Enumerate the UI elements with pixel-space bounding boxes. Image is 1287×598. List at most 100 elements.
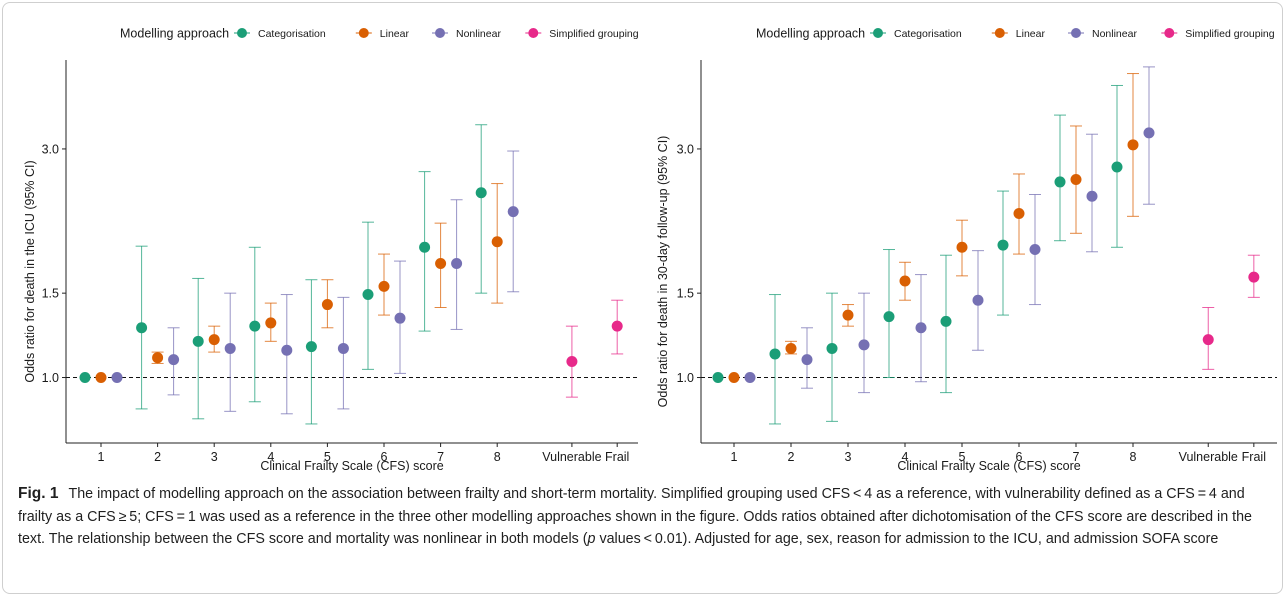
data-point: [1086, 190, 1098, 202]
legend-title: Modelling approach: [756, 27, 865, 41]
data-point: [378, 280, 390, 292]
x-tick-label: 3: [211, 450, 218, 464]
x-axis-label: Clinical Frailty Scale (CFS) score: [260, 459, 443, 473]
data-point: [305, 341, 317, 353]
legend-key-dot: [873, 28, 883, 38]
data-point: [95, 372, 107, 384]
legend-key-dot: [994, 28, 1005, 38]
series-simplified-grouping: [1202, 254, 1260, 370]
data-point: [899, 275, 911, 287]
data-point: [883, 311, 895, 323]
data-point: [785, 342, 797, 354]
data-point: [419, 241, 431, 253]
data-point: [265, 317, 277, 329]
data-point: [826, 342, 838, 354]
caption-text-2: values < 0.01). Adjusted for age, sex, r…: [595, 531, 1219, 547]
data-point: [1054, 176, 1066, 188]
x-tick-label: 8: [1130, 450, 1137, 464]
data-point: [362, 289, 374, 301]
legend-label: Categorisation: [894, 28, 962, 40]
data-point: [136, 322, 148, 334]
series-categorisation: [79, 124, 488, 425]
x-tick-label: 2: [154, 450, 161, 464]
series-simplified-grouping: [565, 299, 624, 398]
x-tick-label: Vulnerable: [542, 450, 601, 464]
data-point: [111, 372, 123, 384]
series-linear: [728, 73, 1139, 384]
x-tick-label: Vulnerable: [1179, 450, 1238, 464]
legend-label: Nonlinear: [456, 28, 501, 40]
x-tick-label: 1: [731, 450, 738, 464]
x-tick-label: Frail: [605, 450, 629, 464]
data-point: [152, 352, 164, 364]
x-tick-label: Frail: [1242, 450, 1266, 464]
data-point: [1111, 161, 1123, 173]
data-point: [249, 320, 261, 332]
legend-item: Linear: [991, 28, 1046, 40]
data-point: [1070, 174, 1082, 186]
y-tick-label: 1.0: [677, 371, 694, 385]
data-point: [475, 187, 487, 199]
data-point: [915, 322, 927, 334]
legend-key-dot: [435, 28, 445, 38]
x-tick-label: 5: [959, 450, 966, 464]
data-point: [712, 372, 724, 384]
legend-label: Nonlinear: [1092, 28, 1137, 40]
x-axis-label: Clinical Frailty Scale (CFS) score: [897, 459, 1080, 473]
legend-item: Categorisation: [234, 28, 326, 40]
x-tick-label: 1: [98, 450, 105, 464]
series-categorisation: [712, 84, 1123, 425]
x-tick-label: 7: [1073, 450, 1080, 464]
data-point: [801, 354, 813, 366]
x-tick-label: 7: [437, 450, 444, 464]
data-point: [728, 372, 740, 384]
y-axis-label: Odds ratio for death in the ICU (95% CI): [23, 160, 37, 382]
data-point: [507, 206, 519, 218]
x-tick-label: 5: [324, 450, 331, 464]
legend-item: Linear: [355, 28, 409, 40]
chart-30-day-mortality: Modelling approach Categorisation Linear No…: [656, 27, 1277, 473]
data-point: [192, 335, 204, 347]
data-point: [1202, 334, 1214, 346]
data-point: [566, 356, 578, 368]
data-point: [394, 312, 406, 324]
caption-p-italic: p: [587, 531, 596, 547]
legend-title: Modelling approach: [120, 27, 229, 41]
data-point: [281, 344, 293, 356]
data-point: [1127, 139, 1139, 151]
x-tick-label: 4: [902, 450, 909, 464]
legend-label: Linear: [1016, 28, 1046, 40]
y-axis-label: Odds ratio for death in 30-day follow-up…: [656, 136, 670, 408]
series-nonlinear: [111, 150, 520, 415]
data-point: [972, 294, 984, 306]
x-tick-label: 3: [845, 450, 852, 464]
figure-label: Fig. 1: [18, 485, 59, 502]
data-point: [491, 236, 503, 248]
data-point: [337, 342, 349, 354]
data-point: [224, 342, 236, 354]
legend-item: Simplified grouping: [525, 28, 639, 40]
data-point: [321, 299, 333, 311]
legend-label: Simplified grouping: [549, 28, 638, 40]
legend-label: Simplified grouping: [1185, 28, 1274, 40]
legend-key-dot: [1071, 28, 1081, 38]
data-point: [858, 339, 870, 351]
x-tick-label: 6: [1016, 450, 1023, 464]
legend-key-dot: [237, 28, 247, 38]
caption-text-1: The impact of modelling approach on the …: [18, 486, 1252, 547]
legend-item: Nonlinear: [432, 28, 501, 40]
data-point: [451, 257, 463, 269]
legend-key-dot: [358, 28, 369, 38]
legend-key-dot: [1164, 28, 1175, 38]
data-point: [956, 241, 968, 253]
data-point: [997, 239, 1009, 251]
data-point: [1029, 244, 1041, 256]
data-point: [208, 334, 220, 346]
x-tick-label: 6: [381, 450, 388, 464]
data-point: [1013, 207, 1025, 219]
data-point: [435, 257, 447, 269]
x-tick-label: 2: [788, 450, 795, 464]
legend-key-dot: [528, 28, 539, 38]
